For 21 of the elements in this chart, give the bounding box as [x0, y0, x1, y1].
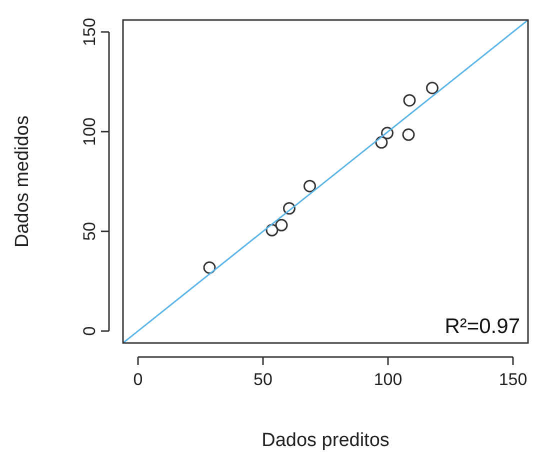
point	[402, 128, 415, 141]
point	[304, 180, 316, 192]
x-tick-label: 150	[498, 370, 528, 389]
y-axis-title: Dados medidos	[12, 115, 33, 248]
y-tick-label: 0	[80, 326, 99, 336]
x-tick-label: 50	[254, 370, 272, 389]
x-axis-title: Dados preditos	[262, 430, 390, 451]
y-tick-label: 50	[80, 222, 99, 241]
point	[381, 126, 394, 140]
point	[266, 224, 278, 236]
y-tick-label: 100	[80, 117, 99, 146]
point	[375, 136, 388, 149]
annotation: R²=0.97	[444, 315, 520, 338]
x-tick-label: 100	[374, 370, 402, 389]
point	[203, 261, 216, 274]
y-tick-label: 150	[80, 18, 99, 46]
point	[283, 202, 296, 215]
point	[403, 94, 416, 107]
point	[275, 218, 288, 232]
x-tick-label: 0	[133, 370, 143, 389]
point	[426, 82, 438, 94]
